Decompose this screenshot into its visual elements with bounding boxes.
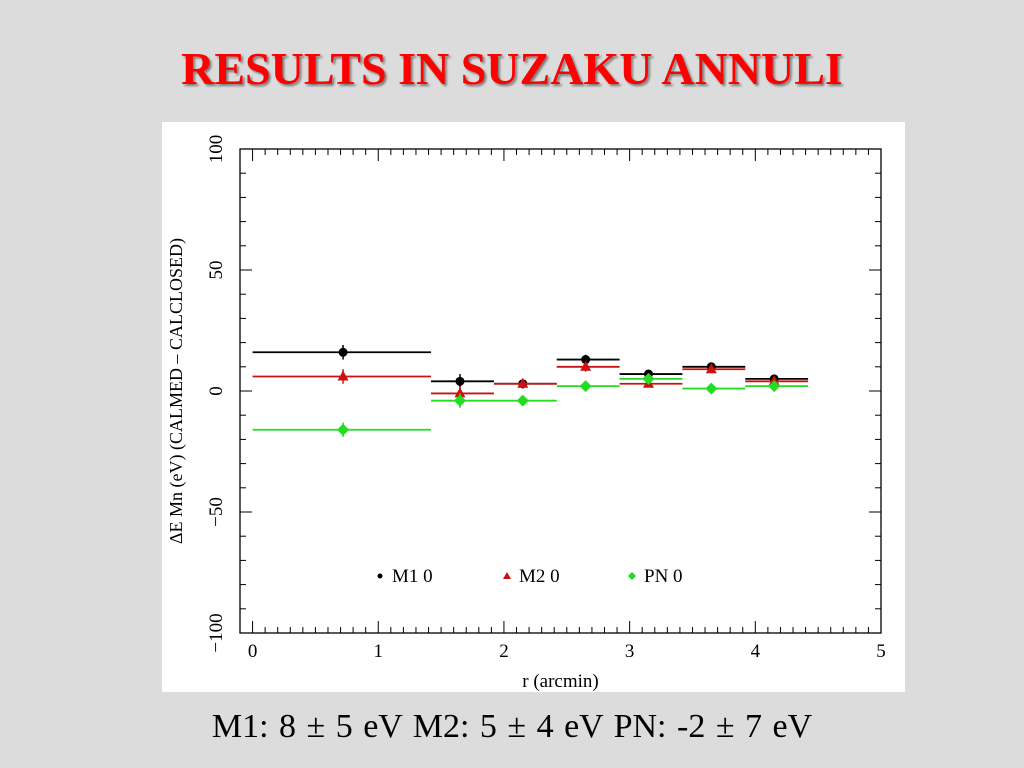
legend-m1-0-label: M1 0 — [392, 566, 433, 587]
pn-0-point — [579, 380, 592, 393]
m2-0-point — [454, 387, 466, 398]
pn-0-point — [453, 394, 466, 407]
x-tick-label: 3 — [625, 641, 635, 662]
x-tick-label: 5 — [876, 641, 886, 662]
y-tick-label: 0 — [206, 386, 227, 396]
legend-pn-0-marker — [628, 572, 636, 580]
y-tick-label: −50 — [206, 497, 227, 527]
legend-m2-0-marker — [503, 572, 511, 579]
y-tick-label: 100 — [206, 135, 227, 164]
m1-0-point — [581, 355, 591, 365]
x-tick-label: 1 — [374, 641, 384, 662]
pn-0-point — [516, 394, 529, 407]
pn-0-point — [337, 423, 350, 436]
m2-0-point — [517, 377, 529, 388]
m2-0-point — [705, 363, 717, 374]
y-tick-label: 50 — [206, 261, 227, 280]
pn-0-point — [768, 380, 781, 393]
plot-frame — [239, 148, 882, 634]
summary-line: M1: 8 ± 5 eV M2: 5 ± 4 eV PN: -2 ± 7 eV — [211, 708, 813, 745]
pn-0-point — [642, 372, 655, 385]
legend-m2-0-label: M2 0 — [519, 566, 560, 587]
m2-0-point — [580, 360, 592, 371]
x-tick-label: 4 — [751, 641, 761, 662]
legend-pn-0-label: PN 0 — [644, 566, 683, 587]
x-axis-label: r (arcmin) — [522, 671, 598, 692]
legend-m1-0-marker — [377, 573, 383, 579]
y-axis-label: ΔE Mn (eV) (CALMED – CALCLOSED) — [166, 238, 187, 544]
chart-svg: 0 1 2 3 4 5 −100 −50 0 50 100 r (arcmin) ΔE Mn (eV) … — [166, 135, 886, 692]
x-tick-label: 2 — [499, 641, 509, 662]
chart-panel: 0 1 2 3 4 5 −100 −50 0 50 100 r (arcmin) ΔE Mn (eV) … — [162, 122, 905, 692]
pn-0-point — [705, 382, 718, 395]
m1-0-point — [455, 376, 465, 386]
m1-0-point — [338, 347, 348, 357]
x-tick-label: 0 — [248, 641, 258, 662]
slide-title: RESULTS IN SUZAKU ANNULI — [181, 43, 843, 94]
m2-0-point — [337, 370, 349, 381]
y-tick-label: −100 — [206, 613, 227, 652]
